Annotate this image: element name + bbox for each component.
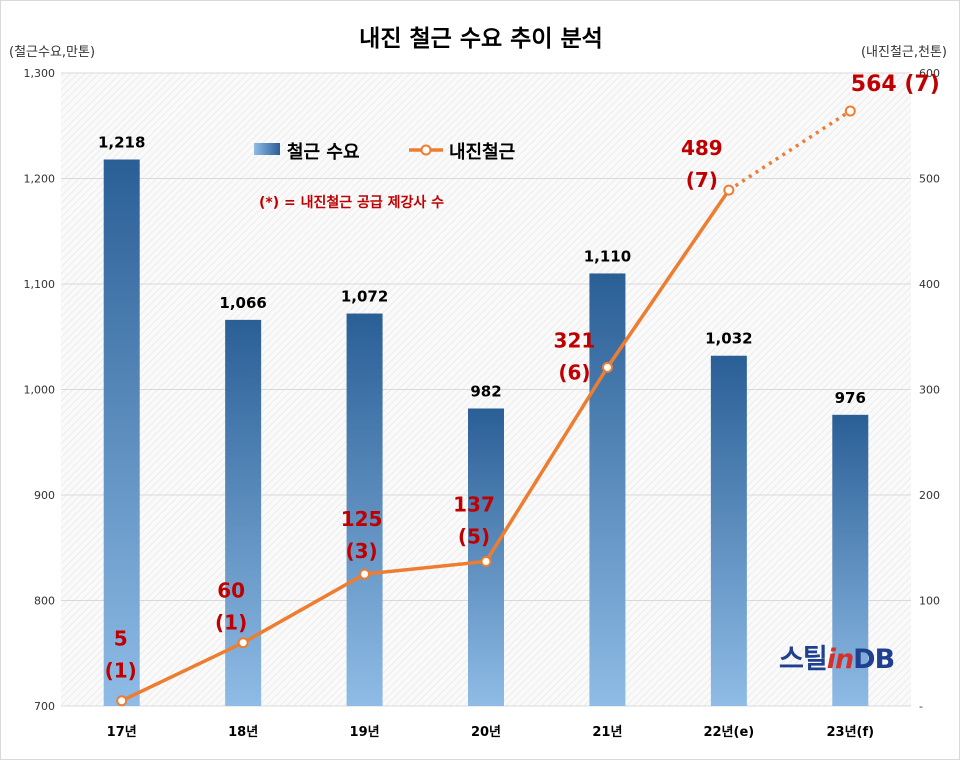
bar bbox=[103, 159, 140, 706]
right-tick-label: 200 bbox=[919, 489, 940, 502]
x-tick-label: 17년 bbox=[107, 725, 137, 740]
bar-value-label: 1,032 bbox=[705, 330, 752, 348]
right-tick-label: 600 bbox=[919, 67, 940, 80]
line-point bbox=[601, 361, 613, 373]
line-value-label: 564 (7) bbox=[851, 72, 940, 97]
watermark-part1: 스틸 bbox=[779, 644, 828, 675]
left-tick-label: 1,100 bbox=[24, 278, 56, 291]
chart-title: 내진 철근 수요 추이 분석 bbox=[359, 26, 603, 52]
bar bbox=[589, 273, 626, 706]
x-tick-label: 20년 bbox=[471, 725, 501, 740]
line-point bbox=[116, 695, 128, 707]
right-tick-label: - bbox=[919, 700, 923, 713]
watermark-logo: 스틸inDB bbox=[779, 637, 895, 676]
right-axis-unit: (내진철근,천톤) bbox=[860, 45, 947, 60]
line-value-label: 137 bbox=[453, 492, 495, 516]
x-tick-label: 22년(e) bbox=[703, 725, 754, 740]
line-sublabel: (5) bbox=[458, 524, 490, 548]
watermark-part2: in bbox=[826, 644, 855, 675]
right-tick-label: 300 bbox=[919, 384, 940, 397]
line-sublabel: (7) bbox=[686, 168, 718, 192]
bar bbox=[346, 313, 383, 706]
line-point bbox=[723, 184, 735, 196]
line-value-label: 489 bbox=[681, 136, 723, 160]
right-tick-label: 400 bbox=[919, 278, 940, 291]
legend-bar-label: 철근 수요 bbox=[287, 142, 360, 163]
x-tick-label: 19년 bbox=[350, 725, 380, 740]
left-axis-unit: (철근수요,만톤) bbox=[9, 45, 96, 60]
line-value-label: 5 bbox=[114, 627, 128, 651]
bar-value-label: 976 bbox=[835, 389, 866, 407]
left-tick-label: 800 bbox=[34, 595, 55, 608]
legend-line-label: 내진철근 bbox=[449, 142, 515, 163]
bar-value-label: 1,066 bbox=[219, 294, 266, 312]
left-tick-label: 1,300 bbox=[24, 67, 56, 80]
line-sublabel: (6) bbox=[558, 360, 590, 384]
x-tick-label: 23년(f) bbox=[826, 725, 874, 740]
x-tick-label: 18년 bbox=[228, 725, 258, 740]
bar bbox=[832, 414, 869, 706]
line-point bbox=[237, 637, 249, 649]
watermark-part3: DB bbox=[853, 644, 895, 675]
right-tick-label: 100 bbox=[919, 595, 940, 608]
line-value-label: 321 bbox=[554, 328, 596, 352]
line-value-label: 125 bbox=[341, 507, 383, 531]
legend-line-marker bbox=[420, 144, 432, 156]
line-point bbox=[844, 105, 856, 117]
line-point bbox=[480, 555, 492, 567]
bar-value-label: 1,218 bbox=[98, 134, 145, 152]
line-series-forecast bbox=[727, 109, 852, 192]
line-sublabel: (1) bbox=[215, 611, 247, 635]
left-tick-label: 1,000 bbox=[24, 384, 56, 397]
left-tick-label: 900 bbox=[34, 489, 55, 502]
bar bbox=[710, 355, 747, 706]
bar-value-label: 1,072 bbox=[341, 288, 388, 306]
left-tick-label: 1,200 bbox=[24, 173, 56, 186]
x-tick-label: 21년 bbox=[592, 725, 622, 740]
line-sublabel: (1) bbox=[105, 659, 137, 683]
chart-note: (*) = 내진철근 공급 제강사 수 bbox=[259, 194, 444, 211]
legend-bar-swatch bbox=[254, 143, 280, 155]
line-point bbox=[359, 568, 371, 580]
right-tick-label: 500 bbox=[919, 173, 940, 186]
left-tick-label: 700 bbox=[34, 700, 55, 713]
bar-value-label: 1,110 bbox=[584, 247, 631, 265]
line-value-label: 60 bbox=[217, 579, 245, 603]
bar-value-label: 982 bbox=[470, 382, 501, 400]
line-series bbox=[120, 189, 731, 703]
line-sublabel: (3) bbox=[345, 539, 377, 563]
